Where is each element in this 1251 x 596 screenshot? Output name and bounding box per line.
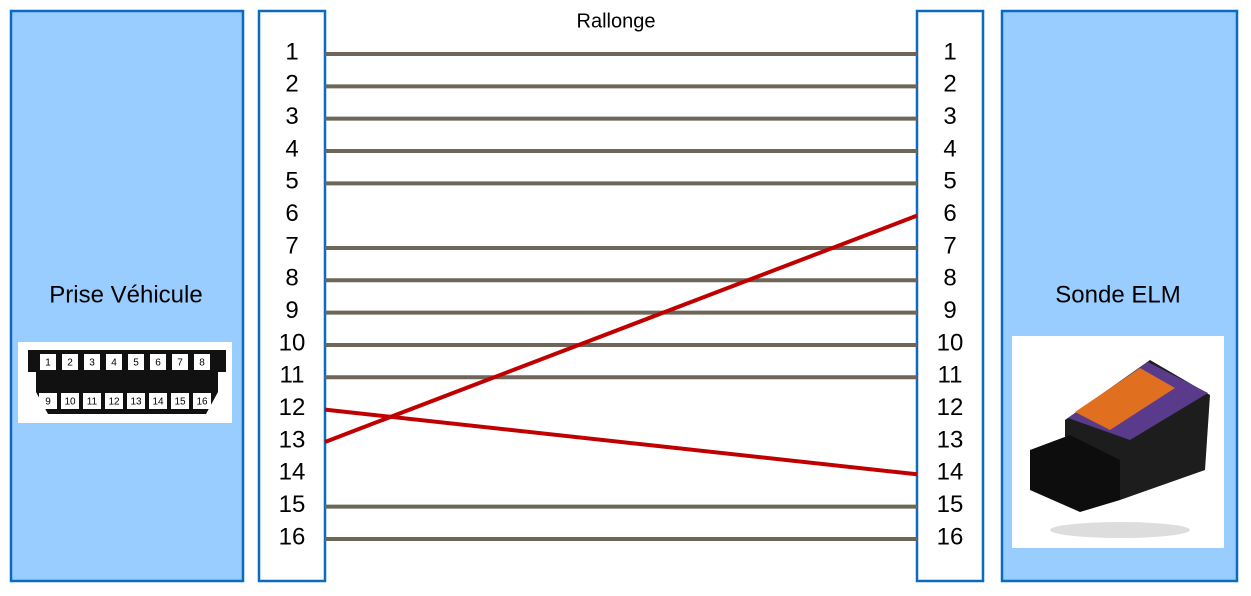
elm-label: Sonde ELM	[1055, 281, 1180, 308]
connector-cell	[105, 393, 123, 409]
connector-pin: 5	[133, 358, 139, 369]
connector-pin: 3	[89, 358, 95, 369]
right-pin: 16	[937, 523, 964, 550]
right-pin: 3	[943, 103, 956, 130]
left-pin-box	[257, 9, 327, 583]
title: Rallonge	[577, 10, 656, 32]
connector-cell	[172, 354, 188, 370]
left-pin: 5	[285, 168, 298, 195]
left-pin: 4	[285, 135, 298, 162]
connector-cell	[149, 393, 167, 409]
connector-pin: 2	[67, 358, 73, 369]
connector-pin: 13	[130, 397, 142, 408]
left-pin: 8	[285, 265, 298, 292]
connector-cell	[62, 354, 78, 370]
left-pin: 12	[279, 394, 306, 421]
left-pin: 16	[279, 523, 306, 550]
connector-pin: 9	[45, 397, 51, 408]
connector-pin: 11	[87, 397, 98, 408]
connector-pin: 15	[174, 397, 186, 408]
elm-device	[1030, 360, 1210, 538]
connector-cell	[84, 354, 100, 370]
left-pin: 14	[279, 459, 306, 486]
vehicle-label: Prise Véhicule	[49, 281, 202, 308]
connector-cell	[61, 393, 79, 409]
right-pin: 10	[937, 329, 964, 356]
left-pin: 13	[279, 426, 306, 453]
vehicle-box	[9, 9, 245, 583]
connector-pin: 7	[177, 358, 183, 369]
left-pin: 7	[285, 232, 298, 259]
right-pin: 1	[943, 38, 956, 65]
right-pin: 11	[938, 362, 963, 389]
wire	[324, 213, 918, 444]
left-pin: 11	[280, 362, 305, 389]
connector-pin: 1	[45, 358, 51, 369]
connector-cell	[193, 393, 211, 409]
wire	[324, 407, 918, 477]
right-pin: 9	[943, 297, 956, 324]
right-pin: 12	[937, 394, 964, 421]
connector-cell	[194, 354, 210, 370]
connector-cell	[127, 393, 145, 409]
right-pin: 5	[943, 168, 956, 195]
left-pin: 9	[285, 297, 298, 324]
connector-cell	[171, 393, 189, 409]
connector-pin: 12	[108, 397, 120, 408]
connector-cell	[106, 354, 122, 370]
right-pin: 14	[937, 459, 964, 486]
left-pin: 15	[279, 491, 306, 518]
connector-pin: 8	[199, 358, 205, 369]
right-pin: 6	[943, 200, 956, 227]
right-pin: 4	[943, 135, 956, 162]
left-pin: 1	[285, 38, 298, 65]
right-pin: 15	[937, 491, 964, 518]
connector-cell	[39, 393, 57, 409]
right-pin: 8	[943, 265, 956, 292]
left-pin: 6	[285, 200, 298, 227]
connector-pin: 10	[64, 397, 76, 408]
connector-cell	[128, 354, 144, 370]
connector-pin: 14	[152, 397, 164, 408]
left-pin: 3	[285, 103, 298, 130]
right-pin: 7	[943, 232, 956, 259]
left-pin: 10	[279, 329, 306, 356]
connector-pin: 4	[111, 358, 117, 369]
connector-pin: 6	[155, 358, 161, 369]
right-pin: 13	[937, 426, 964, 453]
connector-cell	[40, 354, 56, 370]
left-pin: 2	[285, 71, 298, 98]
connector-cell	[150, 354, 166, 370]
connector-cell	[83, 393, 101, 409]
connector-pin: 16	[196, 397, 208, 408]
right-pin-box	[915, 9, 985, 583]
right-pin: 2	[943, 71, 956, 98]
